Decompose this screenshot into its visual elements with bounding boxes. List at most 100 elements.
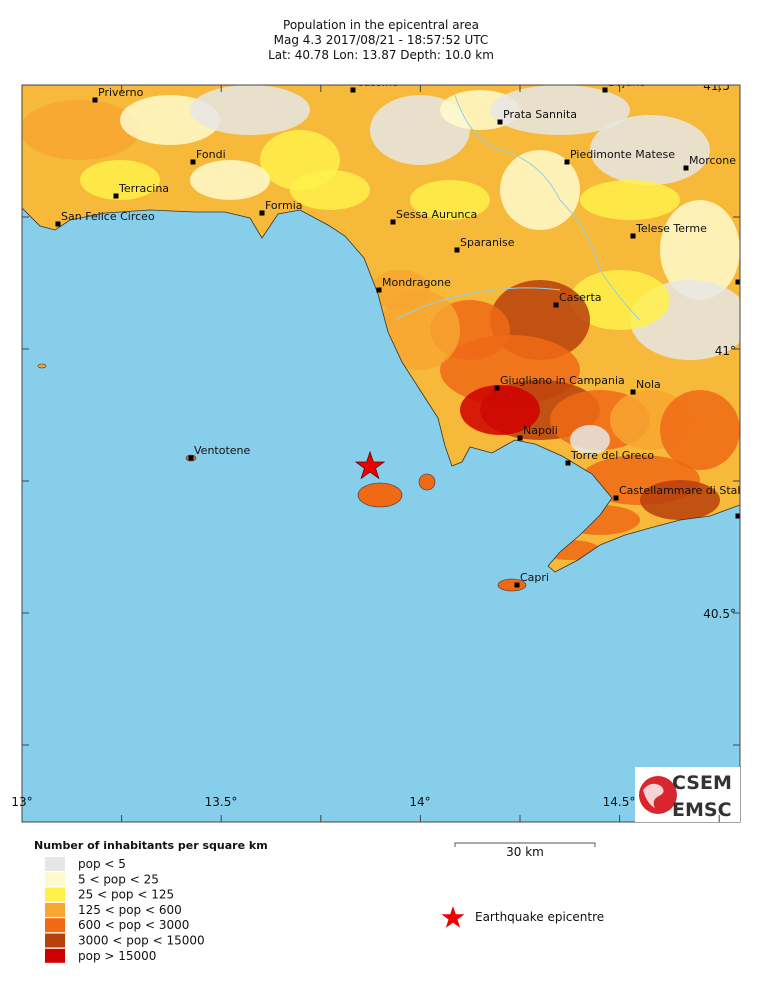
city-label: Castellammare di Stabia (619, 484, 754, 497)
density-patch (22, 100, 140, 160)
city-label: Piedimonte Matese (570, 148, 675, 161)
city-label: Caserta (559, 291, 602, 304)
density-patch (190, 85, 310, 135)
legend-label: 5 < pop < 25 (78, 872, 159, 886)
city-marker (630, 389, 636, 395)
scale-label: 30 km (506, 845, 544, 859)
logo-text: EMSC (672, 799, 732, 821)
legend-swatch (45, 948, 65, 963)
city-label: Fondi (196, 148, 226, 161)
island (357, 482, 403, 508)
x-axis-label: 14.5° (603, 795, 636, 809)
legend-label: pop > 15000 (78, 949, 156, 963)
city-marker (454, 247, 460, 253)
density-patch (370, 270, 430, 310)
x-axis-label: 13° (11, 795, 32, 809)
city-label: San Felice Circeo (61, 210, 155, 223)
city-marker (565, 460, 571, 466)
city-marker (517, 435, 523, 441)
density-patch (410, 180, 490, 220)
legend-label: 3000 < pop < 15000 (78, 934, 205, 948)
epicentre-legend-label: Earthquake epicentre (475, 910, 604, 924)
legend-label: 600 < pop < 3000 (78, 918, 189, 932)
city-label: Capri (520, 571, 549, 584)
legend-swatch (45, 902, 65, 917)
city-label: Sparanise (460, 236, 515, 249)
scale-bar: 30 km (454, 842, 596, 859)
x-axis-label: 13.5° (205, 795, 238, 809)
city-label: Cassino (356, 76, 399, 89)
city-marker (55, 221, 61, 227)
river (454, 94, 641, 321)
legend-swatch (45, 918, 65, 933)
city-marker (564, 159, 570, 165)
city-label: Priverno (98, 86, 144, 99)
city-marker (613, 495, 619, 501)
density-patch (190, 160, 270, 200)
city-marker (494, 385, 500, 391)
density-patch (570, 270, 670, 330)
density-patch (590, 115, 710, 185)
city-label: Bojano (608, 76, 646, 89)
city-marker (630, 233, 636, 239)
city-label: Terracina (118, 182, 169, 195)
city-marker (683, 165, 689, 171)
city-label: B (741, 268, 749, 281)
city-label: Sessa Aurunca (396, 208, 477, 221)
density-patch (640, 480, 720, 520)
legend-label: 125 < pop < 600 (78, 903, 182, 917)
island (418, 473, 436, 491)
density-patch (660, 200, 740, 300)
city-marker (350, 87, 356, 93)
legend-title: Number of inhabitants per square km (34, 839, 268, 852)
subtitle: Mag 4.3 2017/08/21 - 18:57:52 UTC (274, 33, 489, 47)
city-label: Morcone (689, 154, 736, 167)
city-label: Napoli (523, 424, 558, 437)
map-frame (21, 84, 741, 823)
city-marker (514, 582, 520, 588)
city-label: Telese Terme (635, 222, 707, 235)
city-label: Torre del Greco (570, 449, 654, 462)
legend-label: pop < 5 (78, 857, 126, 871)
density-patch (80, 160, 160, 200)
island (37, 363, 47, 369)
legend-swatch (45, 887, 65, 902)
coastline (22, 85, 740, 573)
city-label: Sa (741, 502, 755, 515)
city-label: Mondragone (382, 276, 451, 289)
density-patch (500, 150, 580, 230)
subtitle: Lat: 40.78 Lon: 13.87 Depth: 10.0 km (268, 48, 494, 62)
city-marker (735, 279, 740, 285)
logo-continent (643, 783, 664, 808)
legend-swatch (45, 872, 65, 887)
legend-swatch (45, 857, 65, 871)
y-axis-label: 41° (715, 344, 736, 358)
epicentre-star (354, 450, 386, 480)
legend-label: 25 < pop < 125 (78, 888, 174, 902)
legend-swatch (45, 933, 65, 948)
city-marker (113, 193, 119, 199)
city-marker (553, 302, 559, 308)
density-patch (570, 425, 610, 455)
title: Population in the epicentral area (283, 18, 479, 32)
density-patch (490, 85, 630, 135)
city-marker (376, 287, 382, 293)
city-marker (602, 87, 608, 93)
density-patch (660, 390, 740, 470)
scale-line (454, 842, 596, 847)
density-patch (290, 170, 370, 210)
city-marker (735, 513, 740, 519)
logo: CSEM EMSC (635, 767, 740, 822)
city-marker (188, 455, 194, 461)
epicentre-legend-star (441, 906, 465, 928)
city-label: Prata Sannita (503, 108, 577, 121)
city-marker (92, 97, 98, 103)
logo-text: CSEM (672, 772, 732, 794)
y-axis-label: 40.5° (703, 607, 736, 621)
city-label: Formia (265, 199, 303, 212)
city-label: Ventotene (194, 444, 251, 457)
island (497, 578, 527, 592)
city-marker (497, 119, 503, 125)
